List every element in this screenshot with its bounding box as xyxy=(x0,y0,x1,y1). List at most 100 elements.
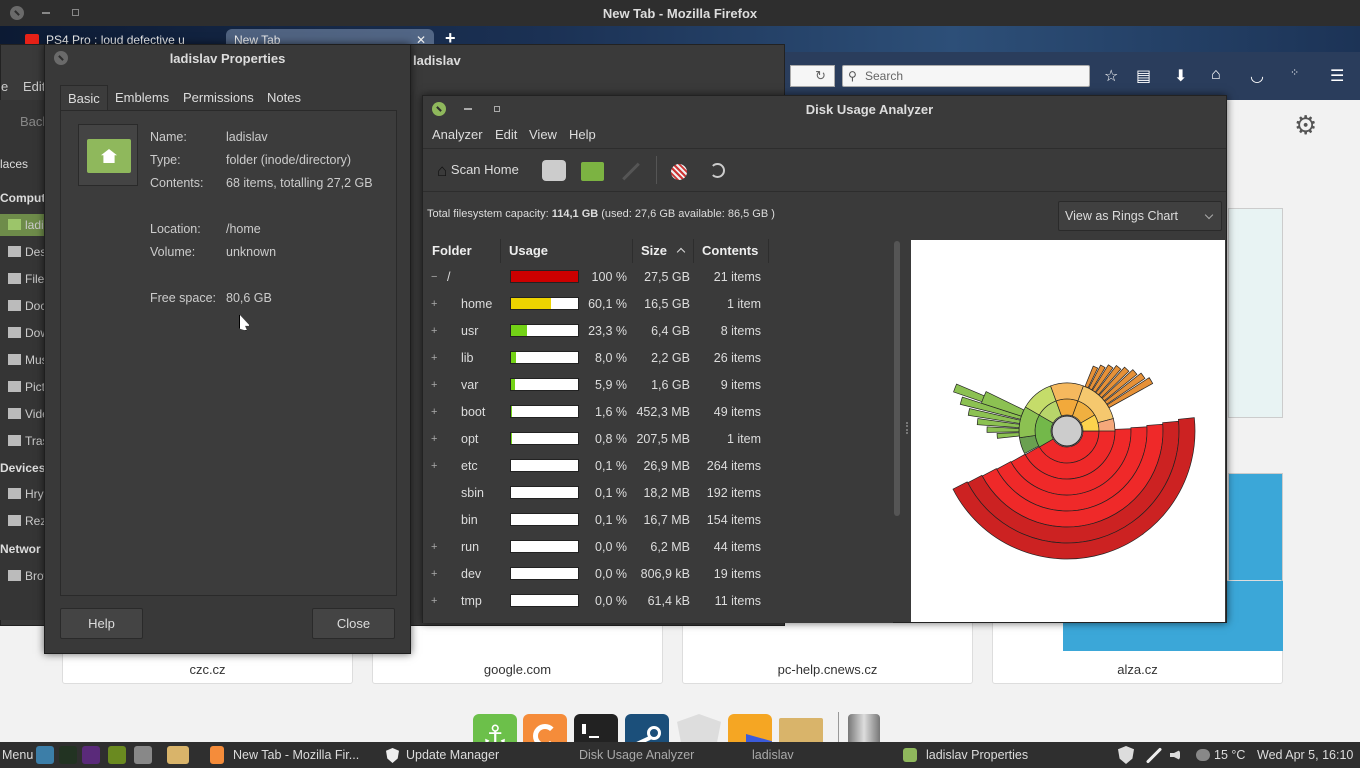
table-row[interactable]: + boot 1,6 % 452,3 MB 49 items xyxy=(425,399,891,426)
scan-folder-button[interactable] xyxy=(581,162,604,181)
table-row[interactable]: + dev 0,0 % 806,9 kB 19 items xyxy=(425,561,891,588)
tab-emblems[interactable]: Emblems xyxy=(108,85,176,111)
expander-icon[interactable]: + xyxy=(431,568,438,580)
ring-segment[interactable] xyxy=(1106,377,1154,409)
ring-segment[interactable] xyxy=(1091,364,1114,393)
table-row[interactable]: + var 5,9 % 1,6 GB 9 items xyxy=(425,372,891,399)
reload-icon[interactable]: ↻ xyxy=(790,65,835,87)
scan-filesystem-button[interactable] xyxy=(542,160,566,181)
sidebar-item[interactable]: Downloads xyxy=(0,322,44,344)
expander-icon[interactable]: + xyxy=(431,433,438,445)
taskbar-window-properties[interactable]: ladislav Properties xyxy=(926,748,1029,762)
close-icon[interactable] xyxy=(432,102,446,116)
ring-segment[interactable] xyxy=(1084,365,1099,389)
column-usage[interactable]: Usage xyxy=(500,239,633,263)
search-input[interactable]: ⚲ Search xyxy=(842,65,1090,87)
scan-home-button[interactable]: ⌂ Scan Home xyxy=(437,161,519,183)
ring-center[interactable] xyxy=(1051,415,1083,447)
rings-chart[interactable] xyxy=(911,240,1225,622)
taskbar-window-update-manager[interactable]: Update Manager xyxy=(406,748,500,762)
table-row[interactable]: −/ 100 % 27,5 GB 21 items xyxy=(425,264,891,291)
clock[interactable]: Wed Apr 5, 16:10 xyxy=(1257,748,1354,762)
table-row[interactable]: + opt 0,8 % 207,5 MB 1 item xyxy=(425,426,891,453)
scrollbar[interactable] xyxy=(894,241,900,516)
close-button[interactable]: Close xyxy=(312,608,395,639)
ring-segment[interactable] xyxy=(980,391,1025,417)
desktop-icon[interactable] xyxy=(134,746,152,764)
sidebar-item[interactable]: Desktop xyxy=(0,241,44,263)
ring-segment[interactable] xyxy=(1095,365,1122,396)
expander-icon[interactable]: + xyxy=(431,325,438,337)
pocket-icon[interactable]: ◡ xyxy=(1250,68,1264,85)
sidebar-item[interactable]: ladislav xyxy=(0,214,44,236)
maximize-icon[interactable] xyxy=(72,9,79,16)
folder-icon[interactable] xyxy=(167,746,189,764)
menu-analyzer[interactable]: Analyzer xyxy=(432,127,483,142)
table-row[interactable]: + etc 0,1 % 26,9 MB 264 items xyxy=(425,453,891,480)
taskbar-window-ladislav[interactable]: ladislav xyxy=(752,748,794,762)
terminal-icon[interactable] xyxy=(82,746,100,764)
reading-list-icon[interactable]: ▤ xyxy=(1136,68,1152,85)
ring-segment[interactable] xyxy=(1080,414,1100,432)
ring-segment[interactable] xyxy=(976,418,1020,429)
menu-help[interactable]: Help xyxy=(569,127,596,142)
gear-icon[interactable]: ⚙ xyxy=(1294,110,1318,140)
ring-segment[interactable] xyxy=(996,432,1020,439)
expander-icon[interactable]: + xyxy=(431,298,438,310)
table-row[interactable]: + tmp 0,0 % 61,4 kB 11 items xyxy=(425,588,891,615)
back-button[interactable]: Back xyxy=(20,114,44,129)
menu-file[interactable]: e xyxy=(1,79,9,94)
menu-view[interactable]: View xyxy=(529,127,557,142)
column-contents[interactable]: Contents xyxy=(693,239,769,263)
expander-icon[interactable]: + xyxy=(431,379,438,391)
close-icon[interactable] xyxy=(54,51,68,65)
expander-icon[interactable]: − xyxy=(431,271,438,283)
help-button[interactable]: Help xyxy=(60,608,143,639)
sidebar-item[interactable]: Pictures xyxy=(0,376,44,398)
tab-permissions[interactable]: Permissions xyxy=(176,85,261,111)
sidebar-item[interactable]: File System xyxy=(0,268,44,290)
minimize-icon[interactable] xyxy=(464,108,472,110)
sidebar-item[interactable]: Music xyxy=(0,349,44,371)
sidebar-item-network[interactable]: Browse Network xyxy=(0,565,44,587)
pane-resize-handle[interactable] xyxy=(906,422,908,434)
stop-icon[interactable] xyxy=(671,164,687,180)
ring-segment[interactable] xyxy=(967,408,1021,424)
expander-icon[interactable]: + xyxy=(431,460,438,472)
volume-icon[interactable] xyxy=(1170,750,1180,760)
extension-icon[interactable]: ⁘ xyxy=(1290,67,1300,79)
scan-remote-button[interactable] xyxy=(622,162,640,181)
maximize-icon[interactable] xyxy=(494,106,500,112)
taskbar-window-disk-usage[interactable]: Disk Usage Analyzer xyxy=(579,748,695,762)
sidebar-item[interactable]: Trash xyxy=(0,430,44,452)
expander-icon[interactable]: + xyxy=(431,595,438,607)
ring-segment[interactable] xyxy=(1050,382,1084,402)
table-row[interactable]: bin 0,1 % 16,7 MB 154 items xyxy=(425,507,891,534)
sidebar-item-device[interactable]: Rez xyxy=(0,510,44,532)
weather-text[interactable]: 15 °C xyxy=(1214,748,1246,762)
hamburger-menu-icon[interactable]: ☰ xyxy=(1330,68,1345,85)
close-icon[interactable] xyxy=(10,6,24,20)
ring-segment[interactable] xyxy=(1101,369,1138,402)
taskbar-window-firefox[interactable]: New Tab - Mozilla Fir... xyxy=(233,748,360,762)
table-row[interactable]: + home 60,1 % 16,5 GB 1 item xyxy=(425,291,891,318)
sidebar-item[interactable]: Documents xyxy=(0,295,44,317)
ring-segment[interactable] xyxy=(1097,418,1116,432)
sidebar-item[interactable]: Videos xyxy=(0,403,44,425)
table-row[interactable]: sbin 0,1 % 18,2 MB 192 items xyxy=(425,480,891,507)
network-icon[interactable] xyxy=(1145,747,1163,764)
system-monitor-icon[interactable] xyxy=(59,746,77,764)
view-select[interactable]: View as Rings Chart xyxy=(1058,201,1222,231)
minimize-icon[interactable] xyxy=(42,12,50,14)
ring-segment[interactable] xyxy=(1088,364,1106,391)
tab-notes[interactable]: Notes xyxy=(260,85,308,111)
home-icon[interactable]: ⌂ xyxy=(1211,66,1221,83)
ring-segment-home[interactable] xyxy=(952,417,1196,560)
column-size[interactable]: Size xyxy=(632,239,694,263)
column-folder[interactable]: Folder xyxy=(423,239,501,263)
expander-icon[interactable]: + xyxy=(431,352,438,364)
update-shield-icon[interactable] xyxy=(1118,746,1134,764)
downloads-icon[interactable]: ⬇ xyxy=(1174,68,1188,85)
menu-button[interactable]: Menu xyxy=(2,748,34,762)
downloads-icon[interactable] xyxy=(36,746,54,764)
